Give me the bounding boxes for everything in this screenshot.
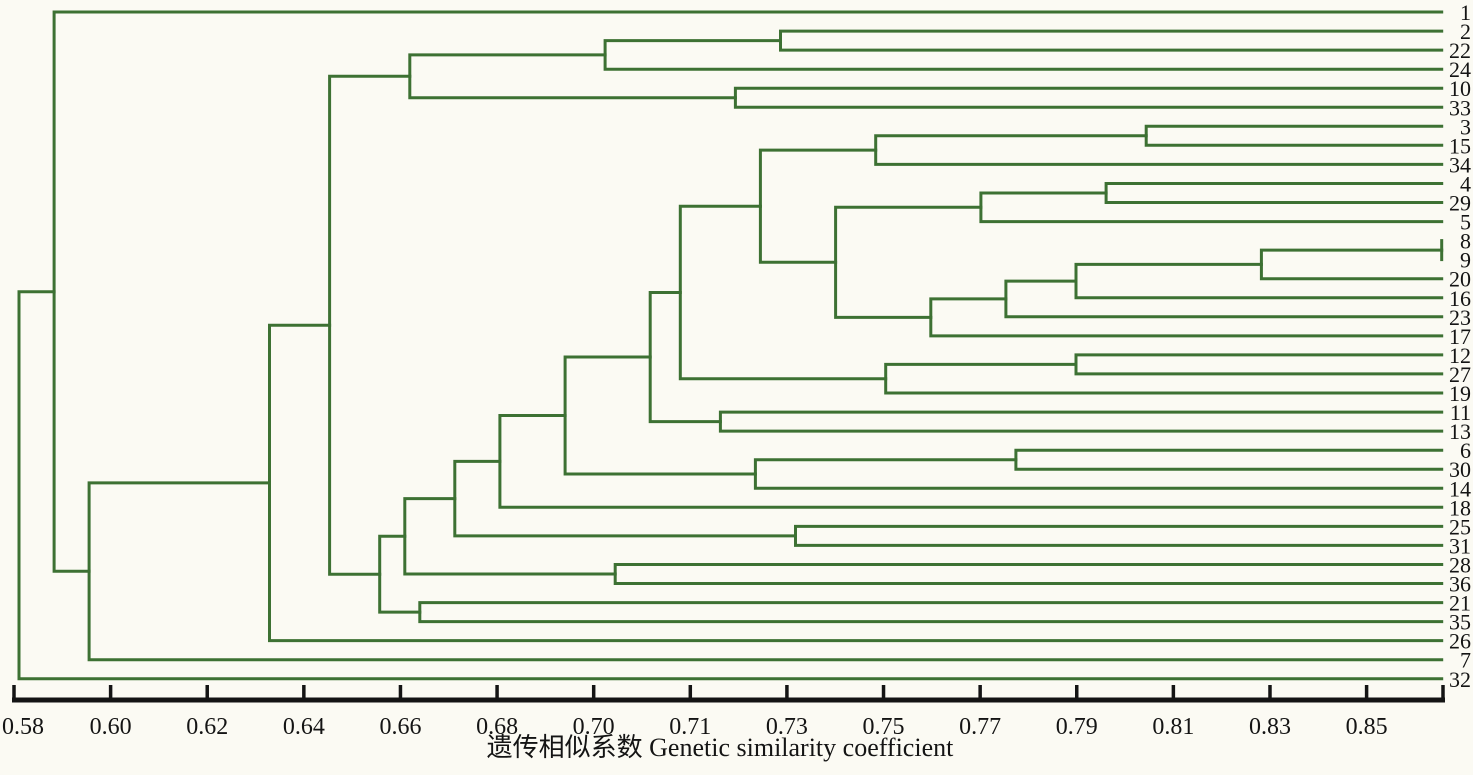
leaf-label-8: 8 (1460, 229, 1471, 254)
leaf-label-35: 35 (1449, 610, 1471, 635)
leaf-label-19: 19 (1449, 381, 1471, 406)
tree-branch (603, 39, 1444, 71)
tree-branch (1104, 182, 1444, 204)
tree-branch (408, 53, 737, 100)
leaf-label-30: 30 (1449, 457, 1471, 482)
tree-branch (753, 458, 1444, 490)
axis-tick-label: 0.79 (1056, 714, 1098, 740)
leaf-label-13: 13 (1449, 419, 1471, 444)
tree-branch (87, 481, 1444, 662)
leaf-label-3: 3 (1460, 114, 1471, 139)
tree-branch (1144, 124, 1444, 147)
leaf-label-22: 22 (1449, 38, 1471, 63)
axis-tick-label: 0.62 (186, 714, 228, 740)
leaf-label-28: 28 (1449, 552, 1471, 577)
leaf-label-2: 2 (1460, 19, 1471, 44)
dendrogram-tree (17, 10, 1444, 681)
tree-branch (979, 191, 1444, 224)
axis-caption-label: 遗传相似系数 Genetic similarity coefficient (487, 733, 954, 762)
leaf-label-32: 32 (1449, 667, 1471, 692)
axis-tick-label: 0.64 (283, 714, 325, 740)
tree-branch (1074, 353, 1444, 376)
axis-tick-label: 0.83 (1249, 714, 1291, 740)
axis-tick-label: 0.66 (379, 714, 421, 740)
leaf-label-15: 15 (1449, 133, 1471, 158)
tree-branch (648, 291, 722, 424)
leaf-label-31: 31 (1449, 533, 1471, 558)
tree-branch (1014, 448, 1444, 471)
leaf-label-33: 33 (1449, 95, 1471, 120)
axis-tick-label: 0.81 (1152, 714, 1194, 740)
leaf-label-4: 4 (1460, 171, 1471, 196)
axis-tick-label: 0.60 (90, 714, 132, 740)
leaf-label-26: 26 (1449, 629, 1471, 654)
tree-branch (678, 204, 888, 381)
tree-branch (1259, 248, 1444, 281)
leaf-label-25: 25 (1449, 514, 1471, 539)
tree-branch (563, 355, 757, 476)
leaf-label-9: 9 (1460, 248, 1471, 273)
leaf-label-10: 10 (1449, 76, 1471, 101)
tree-branch (498, 414, 1444, 509)
x-axis: 0.58 0.60 0.62 0.64 0.66 0.68 0.70 0.71 0.73 0.75… (2, 685, 1445, 740)
leaf-label-24: 24 (1449, 57, 1471, 82)
tree-branch (834, 205, 983, 319)
leaf-label-11: 11 (1450, 400, 1471, 425)
tree-branch (718, 410, 1444, 433)
leaf-label-5: 5 (1460, 210, 1471, 235)
axis-tick-label: 0.70 (573, 714, 615, 740)
axis-tick-label: 0.58 (2, 714, 44, 740)
leaf-label-12: 12 (1449, 343, 1471, 368)
axis-tick-label: 0.68 (476, 714, 518, 740)
axis-tick-label: 0.85 (1346, 714, 1388, 740)
tree-branch (874, 134, 1444, 166)
leaf-label-7: 7 (1460, 648, 1471, 673)
tree-branch (1074, 262, 1444, 300)
leaf-labels: 1222241033315344295892016231712271911136… (1449, 0, 1471, 692)
axis-tick-label: 0.75 (863, 714, 905, 740)
leaf-label-17: 17 (1449, 324, 1471, 349)
leaf-label-27: 27 (1449, 362, 1471, 387)
tree-branch (418, 601, 1444, 624)
axis-tick-label: 0.71 (669, 714, 711, 740)
leaf-label-1: 1 (1460, 0, 1471, 25)
leaf-label-36: 36 (1449, 572, 1471, 597)
leaf-label-6: 6 (1460, 438, 1471, 463)
tree-branch (779, 29, 1444, 52)
tree-branch (328, 74, 412, 576)
leaf-label-29: 29 (1449, 191, 1471, 216)
axis-tick-label: 0.73 (766, 714, 808, 740)
leaf-label-23: 23 (1449, 305, 1471, 330)
leaf-label-21: 21 (1449, 591, 1471, 616)
tree-branch (794, 524, 1444, 547)
axis-tick-label: 0.77 (959, 714, 1001, 740)
leaf-label-14: 14 (1449, 476, 1471, 501)
tree-branch (733, 86, 1444, 109)
leaf-label-20: 20 (1449, 267, 1471, 292)
leaf-label-34: 34 (1449, 152, 1471, 177)
tree-branch (17, 290, 1444, 681)
tree-branch (613, 563, 1444, 585)
leaf-label-18: 18 (1449, 495, 1471, 520)
tree-branch (884, 362, 1444, 395)
leaf-label-16: 16 (1449, 286, 1471, 311)
